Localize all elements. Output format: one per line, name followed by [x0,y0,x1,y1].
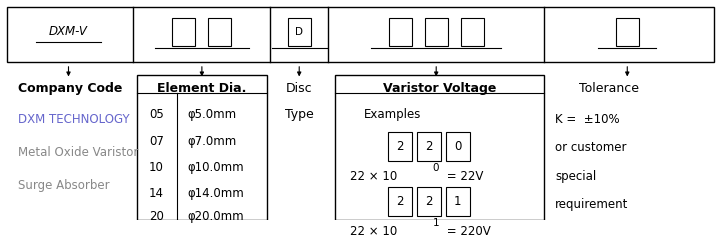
Text: D: D [295,27,304,37]
Text: Tolerance: Tolerance [579,82,640,95]
Text: 14: 14 [149,187,164,200]
Bar [389,18,412,46]
Text: 05: 05 [149,108,164,121]
Text: 20: 20 [149,210,164,223]
Bar [208,18,231,46]
Text: requirement: requirement [555,198,629,211]
Text: 2: 2 [397,195,404,208]
Bar [616,18,639,46]
Text: φ7.0mm: φ7.0mm [187,135,236,148]
Text: Company Code: Company Code [18,82,123,95]
Text: = 22V: = 22V [443,170,484,183]
Text: or customer: or customer [555,141,627,154]
Text: φ14.0mm: φ14.0mm [187,187,244,200]
Text: 1: 1 [454,195,461,208]
Text: 2: 2 [425,140,433,153]
Bar [389,132,412,161]
Bar [417,132,441,161]
Text: DXM TECHNOLOGY: DXM TECHNOLOGY [18,113,130,126]
Text: Element Dia.: Element Dia. [157,82,247,95]
Text: DXM-V: DXM-V [49,25,88,38]
Text: 0: 0 [433,163,439,173]
FancyBboxPatch shape [7,7,714,62]
Text: 2: 2 [397,140,404,153]
Bar [137,75,267,220]
Text: 07: 07 [149,135,164,148]
Text: Examples: Examples [364,108,422,121]
Text: 2: 2 [425,195,433,208]
Text: Type: Type [285,108,314,121]
Text: 1: 1 [433,218,439,228]
Bar [172,18,195,46]
Bar [446,187,470,216]
Bar [389,187,412,216]
Bar [446,132,470,161]
Text: = 220V: = 220V [443,225,491,236]
Text: φ20.0mm: φ20.0mm [187,210,244,223]
Bar [425,18,448,46]
Text: Varistor Voltage: Varistor Voltage [383,82,497,95]
Text: 22 × 10: 22 × 10 [350,170,397,183]
Text: 10: 10 [149,161,164,174]
Text: Metal Oxide Varistor: Metal Oxide Varistor [18,146,138,159]
Bar [461,18,484,46]
Text: φ5.0mm: φ5.0mm [187,108,236,121]
Text: 0: 0 [454,140,461,153]
Text: 22 × 10: 22 × 10 [350,225,397,236]
Bar [417,187,441,216]
Bar [288,18,311,46]
Bar [335,75,544,220]
Text: special: special [555,170,596,183]
Text: φ10.0mm: φ10.0mm [187,161,244,174]
Text: Surge Absorber: Surge Absorber [18,179,110,192]
Text: K =  ±10%: K = ±10% [555,113,620,126]
Text: Disc: Disc [286,82,312,95]
